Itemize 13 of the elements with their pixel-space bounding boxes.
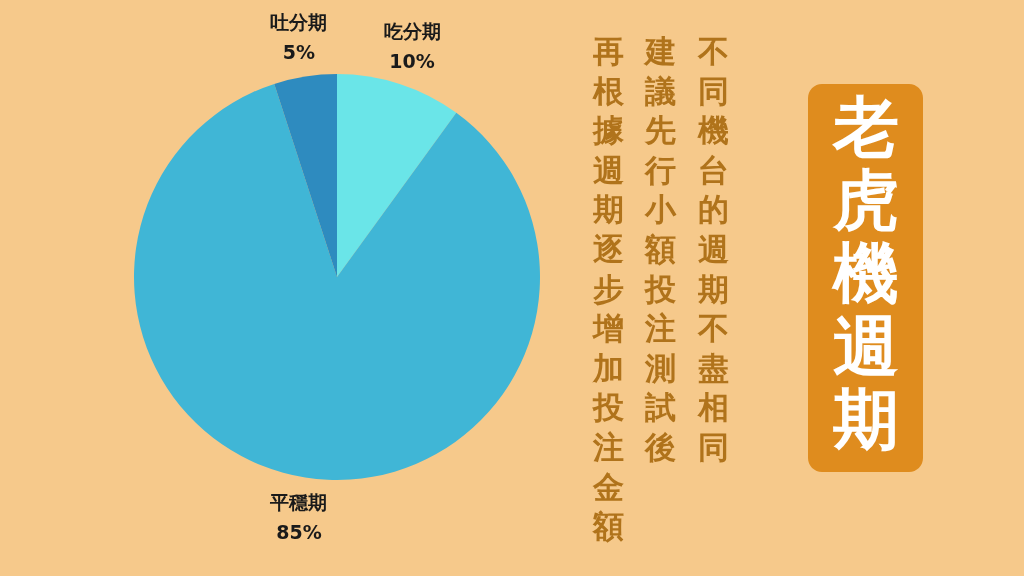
data-label: 85%: [276, 521, 322, 544]
pie-slice: [134, 83, 540, 480]
text: 不同機台的週期不盡相同: [697, 33, 729, 465]
data-label: 10%: [389, 49, 435, 72]
text: 老虎機週期: [831, 89, 899, 458]
slice-label: 平穩期: [269, 491, 328, 514]
text: 再根據週期逐步增加投注金額: [592, 33, 624, 545]
slice-label: 吐分期: [270, 10, 328, 33]
text: 建議先行小額投注測試後: [645, 33, 676, 465]
pie-slice: [337, 74, 457, 277]
slice-label: 吃分期: [383, 19, 441, 42]
data-label: 5%: [282, 40, 316, 63]
pie-slice: [274, 74, 337, 277]
